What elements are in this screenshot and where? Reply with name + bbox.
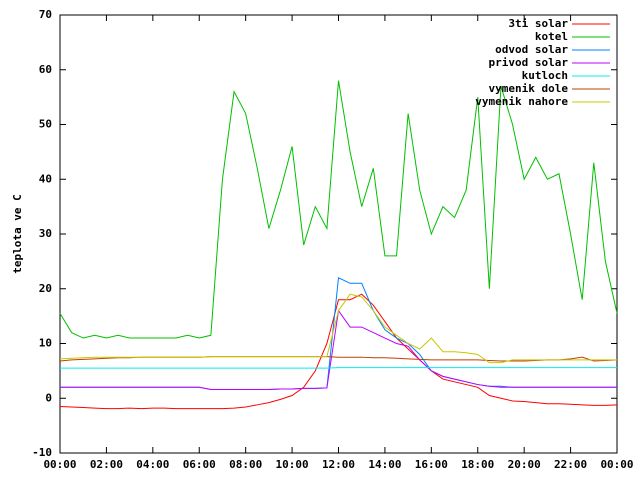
x-tick-label: 16:00 <box>415 458 448 471</box>
y-tick-label: 10 <box>39 337 52 350</box>
y-tick-label: 20 <box>39 282 52 295</box>
series-line <box>60 367 617 369</box>
y-tick-label: -10 <box>32 446 52 459</box>
x-tick-label: 04:00 <box>136 458 169 471</box>
y-tick-label: 70 <box>39 8 52 21</box>
legend-label: vymenik dole <box>489 82 569 95</box>
series-line <box>59 293 617 364</box>
series-line <box>60 277 617 390</box>
x-tick-label: 18:00 <box>461 458 494 471</box>
y-tick-label: 50 <box>39 118 52 131</box>
series-line <box>59 293 618 410</box>
y-axis-label: teplota ve C <box>11 194 24 273</box>
x-tick-label: 00:00 <box>43 458 76 471</box>
x-tick-label: 12:00 <box>322 458 355 471</box>
legend-label: privod solar <box>489 56 569 69</box>
series-line <box>59 80 618 339</box>
legend-label: vymenik nahore <box>475 95 568 108</box>
legend-label: kutloch <box>522 69 568 82</box>
y-tick-label: 40 <box>39 172 52 185</box>
series-line <box>60 309 617 390</box>
x-tick-label: 14:00 <box>368 458 401 471</box>
x-tick-label: 10:00 <box>276 458 309 471</box>
x-tick-label: 02:00 <box>90 458 123 471</box>
x-tick-label: 20:00 <box>508 458 541 471</box>
y-tick-label: 30 <box>39 227 52 240</box>
x-tick-label: 00:00 <box>600 458 633 471</box>
y-tick-label: 60 <box>39 63 52 76</box>
x-tick-label: 06:00 <box>183 458 216 471</box>
legend-label: 3ti solar <box>508 17 568 30</box>
x-tick-label: 22:00 <box>554 458 587 471</box>
y-tick-label: 0 <box>45 391 52 404</box>
x-tick-label: 08:00 <box>229 458 262 471</box>
legend-label: odvod solar <box>495 43 568 56</box>
legend-label: kotel <box>535 30 568 43</box>
